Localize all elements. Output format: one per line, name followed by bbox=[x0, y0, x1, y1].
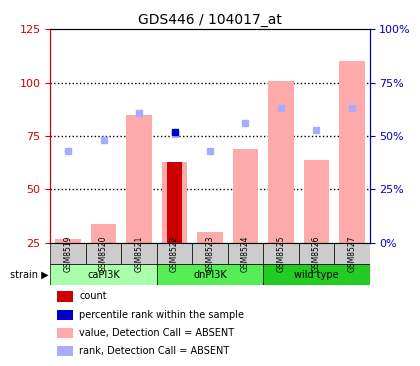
FancyBboxPatch shape bbox=[263, 264, 370, 285]
FancyBboxPatch shape bbox=[192, 243, 228, 264]
Text: GSM8519: GSM8519 bbox=[64, 235, 73, 272]
Title: GDS446 / 104017_at: GDS446 / 104017_at bbox=[138, 13, 282, 27]
Text: caPI3K: caPI3K bbox=[87, 270, 120, 280]
Text: GSM8524: GSM8524 bbox=[241, 235, 250, 272]
FancyBboxPatch shape bbox=[50, 243, 86, 264]
Bar bbox=[57, 310, 73, 320]
FancyBboxPatch shape bbox=[263, 243, 299, 264]
Text: GSM8523: GSM8523 bbox=[205, 235, 215, 272]
FancyBboxPatch shape bbox=[299, 243, 334, 264]
FancyBboxPatch shape bbox=[121, 243, 157, 264]
FancyBboxPatch shape bbox=[157, 264, 263, 285]
Bar bbox=[339, 61, 365, 243]
Text: rank, Detection Call = ABSENT: rank, Detection Call = ABSENT bbox=[79, 346, 229, 356]
FancyBboxPatch shape bbox=[334, 243, 370, 264]
Text: GSM8521: GSM8521 bbox=[134, 235, 144, 272]
Text: GSM8522: GSM8522 bbox=[170, 235, 179, 272]
FancyBboxPatch shape bbox=[228, 243, 263, 264]
Bar bbox=[233, 149, 258, 243]
Bar bbox=[57, 291, 73, 302]
Bar bbox=[197, 232, 223, 243]
Text: strain ▶: strain ▶ bbox=[10, 270, 49, 280]
Text: GSM8527: GSM8527 bbox=[347, 235, 356, 272]
Bar bbox=[162, 162, 187, 243]
Bar bbox=[268, 81, 294, 243]
Bar bbox=[168, 162, 181, 243]
FancyBboxPatch shape bbox=[157, 243, 192, 264]
Bar bbox=[126, 115, 152, 243]
Text: GSM8525: GSM8525 bbox=[276, 235, 286, 272]
Text: GSM8520: GSM8520 bbox=[99, 235, 108, 272]
Text: percentile rank within the sample: percentile rank within the sample bbox=[79, 310, 244, 320]
Text: GSM8526: GSM8526 bbox=[312, 235, 321, 272]
FancyBboxPatch shape bbox=[50, 264, 157, 285]
Bar bbox=[91, 224, 116, 243]
Bar bbox=[304, 160, 329, 243]
Bar bbox=[55, 239, 81, 243]
Text: wild type: wild type bbox=[294, 270, 339, 280]
Bar bbox=[57, 328, 73, 338]
Bar bbox=[57, 346, 73, 356]
Text: value, Detection Call = ABSENT: value, Detection Call = ABSENT bbox=[79, 328, 234, 338]
Text: dnPI3K: dnPI3K bbox=[193, 270, 227, 280]
FancyBboxPatch shape bbox=[86, 243, 121, 264]
Text: count: count bbox=[79, 291, 107, 302]
